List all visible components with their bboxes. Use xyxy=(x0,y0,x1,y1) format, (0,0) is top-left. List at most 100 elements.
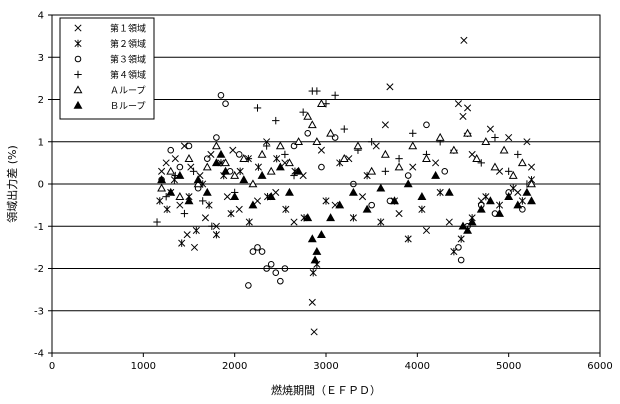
legend-marker xyxy=(74,39,82,48)
data-point xyxy=(162,192,170,201)
data-point xyxy=(395,210,403,218)
legend-item: 第３領域 xyxy=(74,54,146,66)
data-point xyxy=(326,128,336,137)
series-2 xyxy=(156,154,536,277)
data-point xyxy=(477,159,485,167)
data-point xyxy=(444,187,454,196)
legend-marker xyxy=(73,85,83,94)
data-point xyxy=(202,162,212,171)
data-point xyxy=(157,175,167,184)
data-point xyxy=(445,218,453,226)
data-point xyxy=(163,205,171,214)
data-point xyxy=(254,163,262,171)
data-point xyxy=(211,141,221,150)
data-point xyxy=(156,197,164,205)
data-point xyxy=(263,265,270,272)
data-point xyxy=(362,204,372,213)
data-point xyxy=(176,201,184,209)
y-tick-label: 4 xyxy=(38,11,44,22)
data-point xyxy=(409,163,417,171)
data-point xyxy=(239,175,249,184)
data-point xyxy=(201,214,209,222)
series-3 xyxy=(158,91,526,289)
legend-marker xyxy=(74,70,82,79)
data-point xyxy=(485,196,495,205)
data-point xyxy=(263,138,271,146)
data-point xyxy=(318,163,325,171)
data-point xyxy=(303,111,313,120)
data-point xyxy=(432,159,440,167)
data-point xyxy=(527,163,536,171)
data-point xyxy=(208,222,216,230)
data-point xyxy=(340,125,348,133)
legend-label: 第３領域 xyxy=(110,54,146,66)
legend-frame xyxy=(59,17,155,120)
y-tick-label: 0 xyxy=(38,180,44,191)
data-point xyxy=(239,154,249,162)
x-tick-label: 1000 xyxy=(131,361,156,372)
data-point xyxy=(309,269,317,277)
data-point xyxy=(299,108,307,116)
series-5 xyxy=(157,99,536,200)
legend-label: 第２領域 xyxy=(110,38,146,50)
data-point xyxy=(267,260,275,268)
data-point xyxy=(514,150,522,159)
data-point xyxy=(312,137,322,146)
y-tick-label: -2 xyxy=(34,264,44,275)
data-point xyxy=(199,197,207,205)
legend-marker xyxy=(74,24,82,32)
data-point xyxy=(331,134,339,141)
data-point xyxy=(162,159,170,167)
data-point xyxy=(458,221,468,230)
data-point xyxy=(183,231,191,239)
data-point xyxy=(380,149,390,158)
data-point xyxy=(464,104,472,112)
data-point xyxy=(275,162,285,171)
data-point xyxy=(290,218,298,226)
data-point xyxy=(326,213,336,222)
data-point xyxy=(435,132,445,141)
data-point xyxy=(353,141,363,150)
data-point xyxy=(266,192,276,200)
data-point xyxy=(504,192,514,200)
data-point xyxy=(212,222,220,230)
y-tick-label: -4 xyxy=(34,349,44,360)
data-point xyxy=(517,158,527,167)
series-6 xyxy=(157,149,536,264)
legend-marker xyxy=(74,55,82,63)
data-point xyxy=(463,128,473,137)
legend-item: 第４領域 xyxy=(74,69,146,81)
data-point xyxy=(472,154,482,162)
data-point xyxy=(221,158,230,167)
data-point xyxy=(211,158,221,167)
data-point xyxy=(230,170,240,179)
y-axis-ticks: 4 3 2 1 0 -1 -2 -3 -4 xyxy=(34,11,52,360)
data-point xyxy=(468,150,476,158)
data-point xyxy=(490,162,500,171)
x-tick-label: 4000 xyxy=(405,361,430,372)
data-point xyxy=(408,141,418,150)
data-point xyxy=(166,187,176,196)
data-point xyxy=(376,183,386,192)
data-point xyxy=(377,218,385,226)
data-point xyxy=(476,204,486,213)
data-point xyxy=(527,196,536,205)
data-point xyxy=(527,179,536,188)
data-point xyxy=(381,121,389,129)
data-point xyxy=(404,172,412,179)
data-point xyxy=(367,138,376,146)
data-point xyxy=(272,188,280,197)
data-point xyxy=(313,87,321,95)
data-point xyxy=(504,167,513,176)
data-point xyxy=(505,133,513,142)
legend-item: Ａループ xyxy=(73,85,145,97)
data-point xyxy=(349,214,357,222)
data-point xyxy=(495,208,504,217)
data-point xyxy=(348,187,358,196)
series-1 xyxy=(158,36,536,336)
x-axis-title: 燃焼期間（ＥＦＰＤ） xyxy=(271,383,381,397)
data-point xyxy=(317,146,325,154)
data-point xyxy=(257,170,267,179)
